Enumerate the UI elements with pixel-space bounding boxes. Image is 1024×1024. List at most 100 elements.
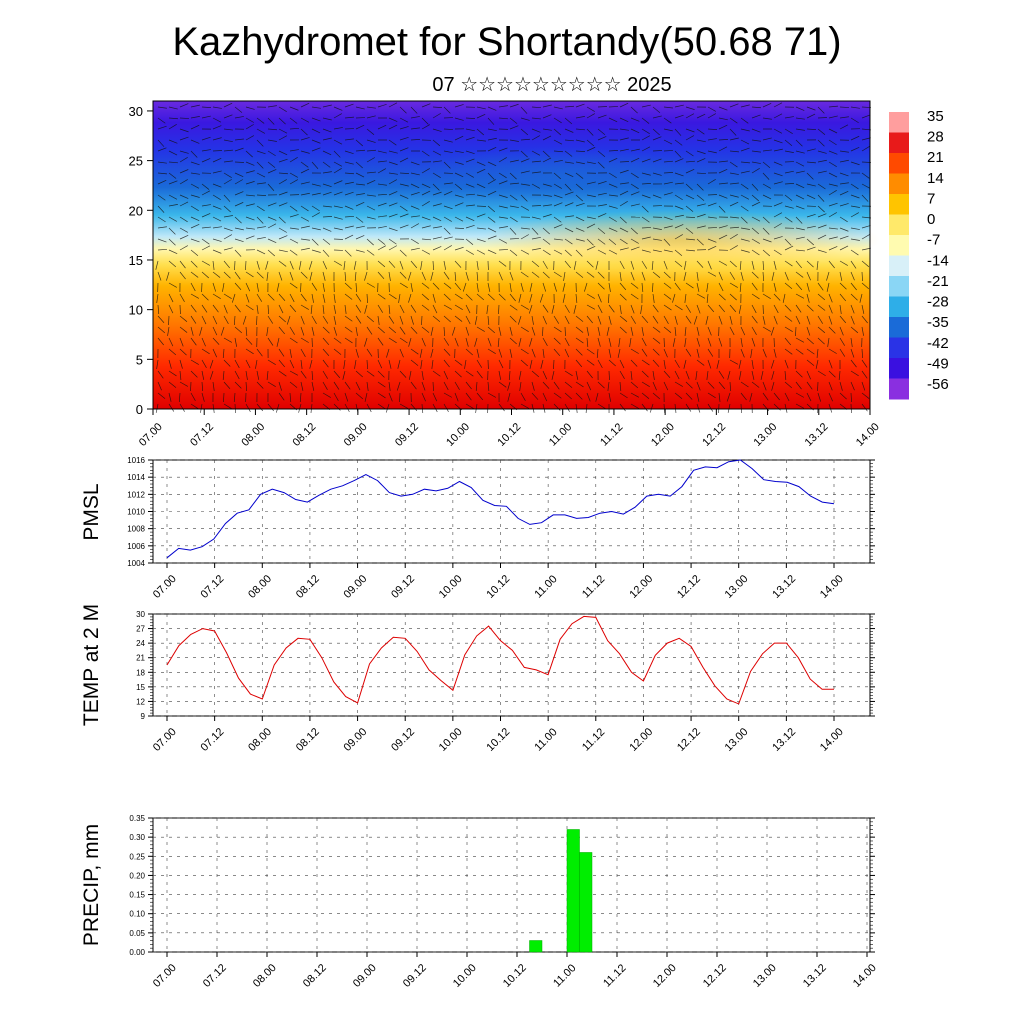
wind-barb [529, 359, 533, 369]
wind-barb [553, 249, 563, 255]
wind-barb [498, 271, 503, 281]
wind-barb [553, 183, 562, 189]
wind-barb [223, 247, 233, 251]
wind-barb [432, 128, 442, 132]
wind-barb [410, 304, 417, 313]
wind-barb [597, 180, 607, 185]
wind-barb [179, 169, 189, 174]
wind-barb [275, 403, 280, 413]
wind-barb [498, 194, 508, 198]
wind-barb [168, 216, 177, 222]
wind-barb [385, 403, 390, 413]
wind-barb [157, 392, 166, 399]
wind-barb [693, 315, 698, 325]
wind-barb [630, 172, 639, 179]
x-tick-label: 13.12 [801, 962, 829, 990]
wind-barb [344, 315, 353, 322]
wind-barb [245, 216, 255, 221]
wind-barb [751, 139, 761, 142]
wind-barb [619, 370, 625, 379]
wind-barb [276, 337, 280, 347]
wind-barb [377, 225, 387, 229]
wind-barb [278, 172, 288, 175]
wind-barb [223, 114, 233, 119]
wind-barb [388, 150, 398, 154]
wind-barb [234, 271, 241, 280]
wind-barb [542, 403, 546, 413]
wind-barb [507, 392, 511, 402]
wind-barb [245, 348, 254, 355]
wind-barb [498, 105, 508, 108]
wind-barb [839, 315, 847, 324]
wind-barb [608, 249, 618, 255]
wind-barb [575, 249, 583, 257]
wind-barb [421, 225, 431, 229]
wind-barb [201, 183, 210, 190]
wind-barb [828, 128, 838, 134]
wind-barb [322, 191, 332, 196]
wind-barb [839, 337, 845, 346]
wind-barb [168, 370, 177, 377]
wind-barb [267, 169, 277, 174]
wind-barb [267, 403, 275, 412]
wind-barb [641, 370, 649, 378]
wind-barb [630, 359, 638, 367]
wind-barb [421, 124, 431, 130]
wind-barb [366, 370, 375, 377]
wind-barb [850, 117, 859, 124]
wind-barb [344, 293, 353, 300]
wind-barb [663, 282, 672, 289]
wind-barb [465, 216, 475, 221]
wind-barb [487, 128, 497, 132]
wind-barb [806, 359, 815, 366]
wind-barb [608, 315, 612, 325]
wind-barb [399, 126, 409, 130]
wind-barb [784, 116, 794, 119]
wind-barb [157, 216, 166, 223]
wind-barb [641, 282, 644, 292]
wind-barb [201, 106, 212, 108]
wind-barb [487, 235, 497, 240]
panel-y-label: PMSL [80, 483, 103, 540]
wind-barb [529, 282, 533, 292]
wind-barb [531, 370, 540, 378]
wind-barb [420, 359, 423, 369]
wind-barb [685, 370, 690, 380]
wind-barb [179, 216, 188, 223]
wind-barb [575, 116, 585, 119]
wind-barb [795, 216, 803, 224]
wind-barb [322, 392, 331, 398]
wind-barb [619, 238, 628, 245]
wind-barb [366, 293, 368, 304]
wind-barb [663, 225, 673, 229]
wind-barb [278, 158, 288, 163]
wind-barb [773, 172, 783, 177]
wind-barb [289, 127, 300, 130]
wind-barb [784, 381, 793, 389]
wind-barb [597, 227, 606, 234]
x-tick-label: 12.00 [627, 573, 655, 601]
wind-barb [619, 216, 627, 224]
wind-barb [222, 282, 225, 292]
wind-barb [465, 204, 475, 207]
wind-barb [773, 202, 783, 207]
wind-barb [333, 205, 343, 209]
wind-barb [410, 205, 420, 210]
wind-barb [278, 260, 287, 267]
wind-barb [179, 315, 188, 322]
wind-barb [839, 381, 843, 391]
wind-barb [432, 315, 441, 323]
wind-barb [773, 113, 783, 119]
wind-barb [223, 359, 231, 367]
wind-barb [718, 194, 728, 199]
wind-barb [784, 183, 795, 185]
wind-barb [388, 172, 398, 175]
wind-barb [419, 348, 423, 358]
wind-barb [685, 150, 694, 157]
wind-barb [608, 205, 618, 209]
wind-barb [407, 271, 412, 281]
wind-barb [300, 225, 310, 229]
wind-barb [399, 147, 409, 152]
wind-barb [212, 238, 222, 242]
x-tick-label: 10.12 [484, 726, 512, 754]
